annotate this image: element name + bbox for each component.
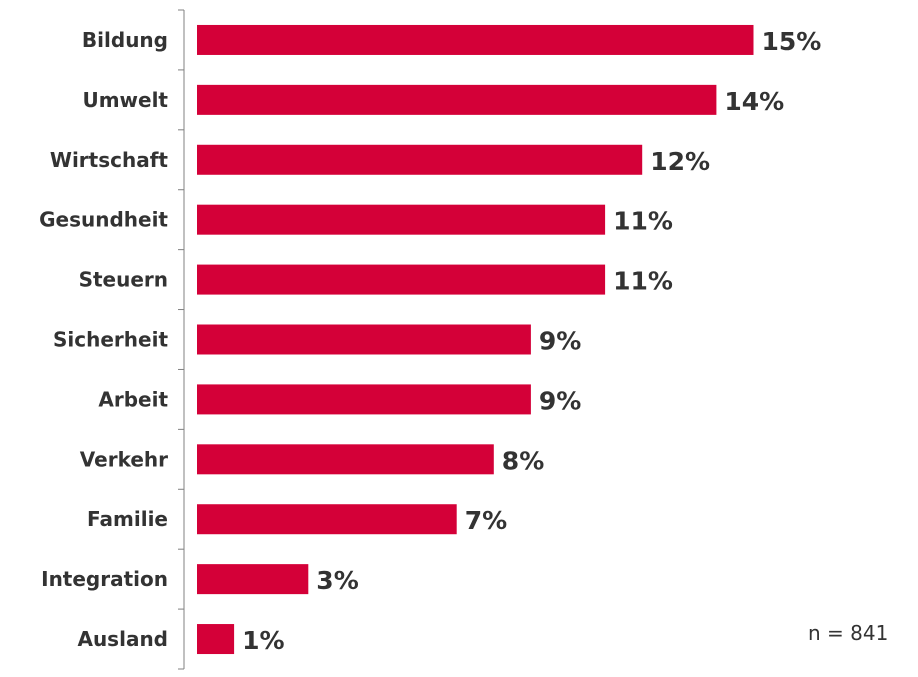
value-label-familie: 7%: [465, 506, 507, 535]
bar-wirtschaft: [197, 144, 643, 175]
value-label-bildung: 15%: [762, 27, 822, 56]
value-label-arbeit: 9%: [539, 386, 581, 415]
category-label-integration: Integration: [41, 567, 168, 591]
category-label-steuern: Steuern: [79, 268, 168, 292]
value-label-verkehr: 8%: [502, 446, 544, 475]
value-labels: 15% 14% 12% 11% 11% 9% 9% 8% 7% 3% 1%: [242, 27, 821, 655]
value-label-integration: 3%: [316, 566, 358, 595]
value-label-gesundheit: 11%: [613, 207, 673, 236]
category-label-gesundheit: Gesundheit: [39, 208, 168, 232]
bar-ausland: [197, 624, 235, 655]
value-label-wirtschaft: 12%: [650, 147, 710, 176]
bar-umwelt: [197, 84, 717, 115]
category-labels: Bildung Umwelt Wirtschaft Gesundheit Steuern…: [39, 28, 168, 651]
category-label-familie: Familie: [87, 507, 168, 531]
bar-arbeit: [197, 384, 531, 415]
category-axis-ticks: [178, 9, 184, 670]
category-label-verkehr: Verkehr: [80, 447, 168, 471]
bar-sicherheit: [197, 324, 531, 355]
value-label-sicherheit: 9%: [539, 327, 581, 356]
bar-integration: [197, 564, 309, 595]
category-label-wirtschaft: Wirtschaft: [50, 148, 169, 172]
bar-familie: [197, 504, 457, 535]
value-label-umwelt: 14%: [724, 87, 784, 116]
bars-group: [197, 24, 754, 655]
category-label-bildung: Bildung: [82, 28, 168, 52]
category-label-umwelt: Umwelt: [82, 88, 168, 112]
bar-gesundheit: [197, 204, 606, 235]
category-label-sicherheit: Sicherheit: [53, 328, 168, 352]
bar-verkehr: [197, 444, 494, 475]
value-label-ausland: 1%: [242, 626, 284, 655]
sample-size-note: n = 841: [808, 621, 888, 645]
category-label-ausland: Ausland: [77, 627, 168, 651]
bar-steuern: [197, 264, 606, 295]
category-label-arbeit: Arbeit: [98, 387, 168, 411]
value-label-steuern: 11%: [613, 267, 673, 296]
bar-bildung: [197, 24, 754, 55]
